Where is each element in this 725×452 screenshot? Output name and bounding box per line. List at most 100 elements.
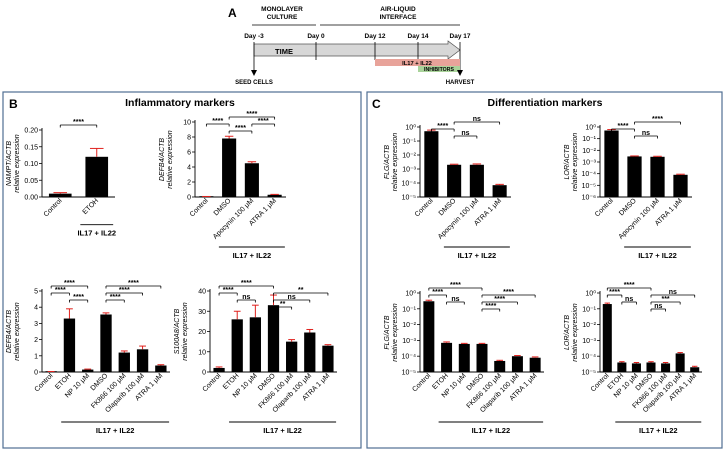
y-tick-label: 10⁻⁵ — [402, 370, 416, 377]
y-tick-label: 10⁻⁴ — [582, 171, 597, 178]
y-tick-label: 10⁻⁴ — [402, 354, 417, 361]
sig-label: **** — [652, 116, 663, 123]
chart-lor_bot: 10⁻⁵ 10⁻⁴ 10⁻³ 10⁻² 10⁻¹ 10⁰ LOR/ACTBrelative … — [564, 282, 702, 435]
y-axis-label: LOR/ACTBrelative expression — [564, 303, 579, 361]
air-liquid-interface-label: AIR-LIQUID INTERFACE — [380, 6, 418, 21]
sig-label: **** — [223, 287, 234, 294]
y-axis-label: DEFB4/ACTBrelative expression — [6, 302, 21, 360]
time-label: TIME — [275, 47, 293, 56]
bar — [118, 352, 130, 372]
panel-a: A MONOLAYER CULTURE AIR-LIQUID INTERFACE D… — [228, 6, 475, 86]
bar — [646, 362, 656, 372]
y-tick-label: 0.10 — [24, 161, 38, 168]
sig-label: **** — [73, 294, 84, 301]
inhibitors-bar-label: INHIBITORS — [424, 67, 454, 73]
bar — [469, 164, 484, 197]
bar — [249, 317, 261, 372]
y-tick-label: 10⁻³ — [402, 167, 416, 174]
sig-label: **** — [432, 289, 443, 296]
panel-b-letter: B — [9, 97, 18, 111]
bar — [631, 363, 641, 372]
bar — [675, 353, 685, 372]
x-tick-label: Control — [594, 197, 615, 218]
y-tick-label: 10⁻³ — [402, 338, 416, 345]
sig-label: **** — [119, 287, 130, 294]
bar — [529, 357, 541, 372]
chart-defb4_top: 0 2 4 6 8 10 DEFB4/ACTBrelative expression Cont… — [159, 111, 286, 260]
panel-c-border — [366, 91, 723, 449]
bar — [494, 360, 506, 372]
bar — [322, 345, 334, 372]
y-tick-label: 10⁻⁶ — [582, 195, 596, 202]
bar — [244, 163, 259, 197]
y-tick-label: 0.05 — [24, 178, 38, 185]
y-tick-label: 8 — [187, 135, 191, 142]
bar — [267, 194, 282, 197]
y-tick-label: 10⁰ — [585, 290, 596, 298]
group-label: IL17 + IL22 — [233, 251, 272, 260]
y-tick-label: 0 — [202, 370, 206, 377]
monolayer-label: MONOLAYER CULTURE — [261, 6, 303, 21]
sig-label: **** — [494, 296, 505, 303]
bar — [604, 130, 619, 197]
sig-label: **** — [437, 123, 448, 130]
y-axis-label: FLG/ACTBrelative expression — [384, 133, 399, 191]
y-tick-label: 10⁻² — [582, 322, 596, 329]
sig-label: **** — [485, 303, 496, 310]
y-tick-label: 10⁻⁴ — [402, 181, 417, 188]
bar — [441, 342, 453, 372]
y-tick-label: 10⁻¹ — [582, 136, 596, 143]
panel-b-title: Inflammatory markers — [125, 97, 235, 109]
y-tick-label: 10⁻² — [402, 153, 416, 160]
y-tick-label: 2 — [187, 180, 191, 187]
bar — [63, 318, 76, 372]
bar — [673, 174, 688, 197]
sig-label: **** — [128, 280, 139, 287]
y-tick-label: 1 — [34, 353, 38, 360]
y-axis-label: FLG/ACTBrelative expression — [384, 303, 399, 361]
sig-label: *** — [661, 296, 669, 303]
y-tick-label: 10⁰ — [585, 124, 596, 132]
day-label: Day 17 — [450, 33, 471, 40]
bar — [304, 332, 316, 372]
bar — [476, 343, 488, 372]
bar — [286, 341, 298, 372]
bar — [231, 319, 243, 372]
seed-cells-label: SEED CELLS — [235, 80, 273, 86]
il17-il22-bar-label: IL17 + IL22 — [402, 61, 432, 67]
sig-label: **** — [212, 118, 223, 125]
y-tick-label: 10⁻³ — [582, 338, 596, 345]
x-tick-label: Control — [189, 197, 210, 218]
sig-label: **** — [450, 282, 461, 289]
day-labels: Day -3 Day 0 Day 12 Day 14 Day 17 — [244, 33, 471, 40]
panel-a-letter: A — [228, 6, 237, 20]
y-tick-label: 3 — [34, 321, 38, 328]
bar — [602, 304, 612, 372]
bar — [492, 185, 507, 197]
bar — [136, 349, 149, 372]
y-tick-label: 10⁻² — [582, 148, 596, 155]
bar — [458, 343, 470, 372]
y-tick-label: 10⁻⁴ — [582, 354, 597, 361]
y-axis-label: LOR/ACTBrelative expression — [564, 133, 579, 191]
y-tick-label: 30 — [198, 309, 206, 316]
chart-lor_top: 10⁻⁶ 10⁻⁵ 10⁻⁴ 10⁻³ 10⁻² 10⁻¹ 10⁰ LOR/ACTBrelat… — [564, 116, 692, 260]
y-tick-label: 10⁻⁵ — [402, 195, 416, 202]
y-tick-label: 6 — [187, 150, 191, 157]
y-tick-label: 0 — [34, 370, 38, 377]
bar — [424, 131, 439, 197]
bar — [267, 305, 280, 372]
sig-label: ns — [625, 296, 633, 303]
bar — [423, 301, 435, 372]
y-tick-label: 10⁻⁵ — [582, 183, 596, 190]
y-tick-label: 10⁰ — [405, 124, 416, 132]
x-tick-label: Apocynin 100 μM — [618, 197, 661, 240]
sig-label: ns — [451, 296, 459, 303]
il17-il22-bar — [375, 59, 460, 66]
bar — [85, 156, 109, 197]
y-tick-label: 0.20 — [24, 128, 38, 135]
